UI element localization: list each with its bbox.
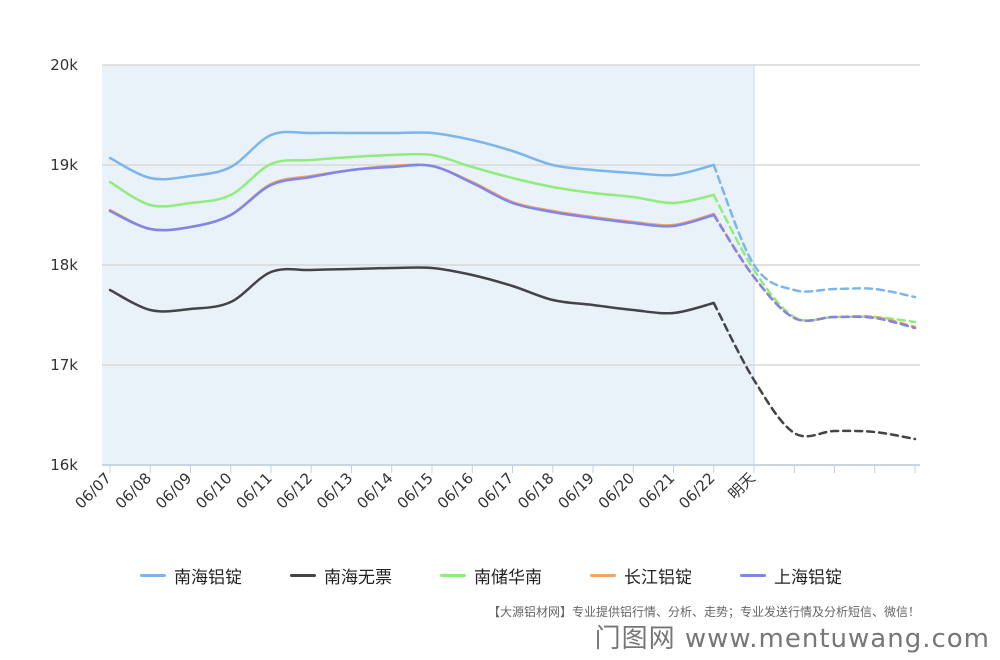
legend-item[interactable]: 南海无票 bbox=[290, 563, 392, 588]
legend-swatch bbox=[440, 574, 466, 577]
legend-label: 南海无票 bbox=[324, 568, 392, 588]
legend-label: 南海铝锭 bbox=[174, 568, 242, 588]
y-tick-label: 17k bbox=[50, 356, 78, 374]
series-line bbox=[108, 130, 715, 181]
legend: 南海铝锭 南海无票 南储华南 长江铝锭 上海铝锭 bbox=[140, 563, 842, 588]
series-line bbox=[108, 152, 715, 208]
x-tick-label: 06/07 bbox=[72, 469, 115, 512]
x-tick-label: 06/08 bbox=[112, 469, 155, 512]
x-axis-ticks: 06/0706/0806/0906/1006/1106/1206/1306/14… bbox=[72, 465, 916, 512]
series-forecast-line bbox=[712, 301, 917, 441]
legend-swatch bbox=[740, 574, 766, 577]
legend-swatch bbox=[140, 574, 166, 577]
series-1 bbox=[108, 266, 917, 441]
series-forecast-line bbox=[712, 213, 917, 330]
y-tick-label: 18k bbox=[50, 256, 78, 274]
x-tick-label: 06/14 bbox=[353, 469, 396, 512]
x-tick-label: 06/15 bbox=[394, 469, 437, 512]
x-tick-label: 06/22 bbox=[675, 469, 718, 512]
x-tick-label: 06/18 bbox=[514, 469, 557, 512]
x-tick-label: 06/21 bbox=[635, 469, 678, 512]
y-axis-ticks: 16k 17k 18k 19k 20k bbox=[50, 56, 78, 474]
x-tick-label: 06/17 bbox=[474, 469, 517, 512]
legend-label: 长江铝锭 bbox=[624, 568, 692, 588]
x-tick-label: 明天 bbox=[725, 469, 759, 503]
x-tick-label: 06/12 bbox=[273, 469, 316, 512]
y-tick-label: 19k bbox=[50, 156, 78, 174]
footer-note: 【大源铝材网】专业提供铝行情、分析、走势；专业发送行情及分析短信、微信！ bbox=[487, 605, 920, 619]
legend-label: 上海铝锭 bbox=[774, 568, 842, 588]
series-forecast-line bbox=[712, 163, 917, 299]
grid-lines bbox=[102, 64, 920, 466]
series-0 bbox=[108, 130, 917, 299]
y-tick-label: 16k bbox=[50, 456, 78, 474]
x-tick-label: 06/13 bbox=[313, 469, 356, 512]
y-tick-label: 20k bbox=[50, 56, 78, 74]
legend-swatch bbox=[290, 574, 316, 577]
legend-swatch bbox=[590, 574, 616, 577]
legend-item[interactable]: 南海铝锭 bbox=[140, 563, 242, 588]
x-tick-label: 06/11 bbox=[233, 469, 276, 512]
x-tick-label: 06/16 bbox=[434, 469, 477, 512]
legend-item[interactable]: 长江铝锭 bbox=[590, 563, 692, 588]
legend-item[interactable]: 南储华南 bbox=[440, 563, 542, 588]
series-4 bbox=[108, 163, 917, 330]
x-tick-label: 06/09 bbox=[152, 469, 195, 512]
legend-item[interactable]: 上海铝锭 bbox=[740, 563, 842, 588]
x-tick-label: 06/19 bbox=[555, 469, 598, 512]
legend-label: 南储华南 bbox=[474, 568, 542, 588]
series-line bbox=[108, 163, 715, 232]
series-lines bbox=[108, 130, 917, 441]
x-tick-label: 06/20 bbox=[595, 469, 638, 512]
x-tick-label: 06/10 bbox=[192, 469, 235, 512]
watermark-text: 门图网 www.mentuwang.com bbox=[594, 624, 990, 654]
series-line bbox=[108, 266, 715, 315]
